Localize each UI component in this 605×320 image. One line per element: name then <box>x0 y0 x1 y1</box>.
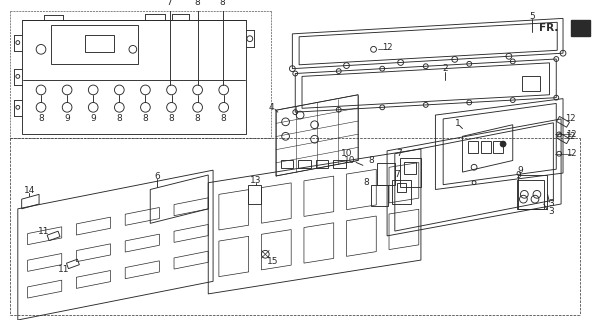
Text: 8: 8 <box>221 115 227 124</box>
Text: 3: 3 <box>549 207 554 216</box>
Text: 14: 14 <box>24 186 35 195</box>
Text: 3: 3 <box>549 199 554 209</box>
Bar <box>481 141 491 153</box>
Text: 12: 12 <box>566 130 577 139</box>
Text: 2: 2 <box>442 64 448 73</box>
Circle shape <box>500 141 506 147</box>
Text: 6: 6 <box>154 172 160 181</box>
Bar <box>392 180 411 204</box>
Bar <box>405 163 416 174</box>
Bar <box>371 185 388 206</box>
Text: 10: 10 <box>341 149 352 158</box>
Text: 15: 15 <box>267 258 279 267</box>
Bar <box>281 161 293 168</box>
Text: 8: 8 <box>220 0 226 7</box>
Text: 8: 8 <box>116 115 122 124</box>
Bar <box>316 161 328 168</box>
Text: 7: 7 <box>394 171 400 180</box>
Text: 9: 9 <box>518 166 523 175</box>
Text: 7: 7 <box>167 0 172 7</box>
Bar <box>85 35 114 52</box>
Text: 7: 7 <box>396 149 402 158</box>
Text: 9: 9 <box>515 172 522 180</box>
Text: 1: 1 <box>455 119 460 128</box>
Bar <box>523 76 540 91</box>
Text: 8: 8 <box>363 178 368 187</box>
Text: 8: 8 <box>169 115 174 124</box>
Text: 11: 11 <box>38 227 50 236</box>
Bar <box>468 141 478 153</box>
Bar <box>22 20 246 134</box>
Text: 9: 9 <box>90 115 96 124</box>
Text: 13: 13 <box>250 176 261 185</box>
Text: 8: 8 <box>195 115 200 124</box>
Bar <box>494 141 503 153</box>
Bar <box>517 180 544 209</box>
Text: 9: 9 <box>64 115 70 124</box>
Text: 8: 8 <box>38 115 44 124</box>
Bar <box>248 185 261 204</box>
Text: 10: 10 <box>344 156 355 165</box>
Text: 8: 8 <box>195 0 200 7</box>
Polygon shape <box>571 20 590 36</box>
Bar <box>333 161 345 168</box>
Text: 8: 8 <box>143 115 148 124</box>
Text: 11: 11 <box>57 265 69 274</box>
Bar <box>378 164 395 185</box>
Bar <box>51 25 138 64</box>
Text: 8: 8 <box>368 156 374 165</box>
Bar <box>400 157 421 187</box>
Text: 12: 12 <box>566 149 577 158</box>
Bar <box>298 161 311 168</box>
Text: FR.: FR. <box>539 23 558 33</box>
Text: 12: 12 <box>566 132 576 141</box>
Text: 12: 12 <box>566 115 576 124</box>
Text: 4: 4 <box>268 103 274 112</box>
Text: 5: 5 <box>529 12 535 21</box>
Text: 12: 12 <box>382 43 392 52</box>
Bar <box>518 175 546 209</box>
Bar <box>397 183 407 192</box>
